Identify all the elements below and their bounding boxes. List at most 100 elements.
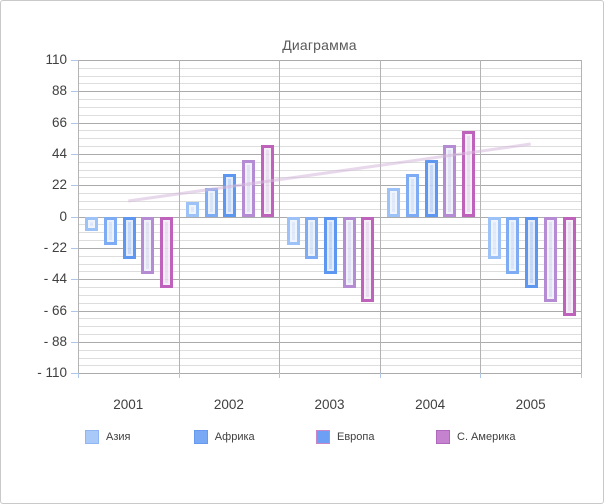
bar-series1-2002[interactable]: [185, 202, 199, 217]
y-axis-label: 22: [51, 177, 67, 193]
vertical-gridline: [279, 60, 281, 374]
y-axis-label: - 44: [43, 271, 67, 287]
x-axis-tick: [78, 373, 79, 379]
major-gridline: [78, 310, 581, 312]
x-axis-tick: [178, 373, 180, 379]
bar-series1-2005[interactable]: [487, 216, 501, 260]
y-axis-tick: [71, 91, 78, 93]
bar-series3-2005[interactable]: [525, 216, 539, 288]
minor-gridline: [78, 99, 581, 101]
x-axis-label: 2003: [314, 397, 345, 413]
minor-gridline: [78, 334, 581, 336]
legend-swatch: [193, 429, 208, 444]
minor-gridline: [78, 208, 581, 210]
major-gridline: [78, 91, 581, 93]
bar-series1-2001[interactable]: [85, 216, 99, 231]
legend-item[interactable]: С. Америка: [436, 429, 546, 444]
bar-series5-2004[interactable]: [461, 131, 475, 217]
x-axis-tick: [279, 373, 281, 379]
bar-series2-2002[interactable]: [204, 188, 218, 217]
minor-gridline: [78, 287, 581, 289]
major-gridline: [78, 279, 581, 281]
vertical-gridline: [480, 60, 482, 374]
bar-series5-2002[interactable]: [260, 145, 274, 217]
minor-gridline: [78, 146, 581, 148]
y-axis-tick: [71, 341, 78, 343]
major-gridline: [78, 122, 581, 124]
vertical-gridline: [581, 60, 582, 374]
major-gridline: [78, 341, 581, 343]
legend-label: Африка: [214, 430, 255, 443]
minor-gridline: [78, 106, 581, 108]
bar-series4-2001[interactable]: [141, 216, 155, 274]
major-gridline: [78, 153, 581, 155]
minor-gridline: [78, 83, 581, 85]
minor-gridline: [78, 161, 581, 163]
chart-title[interactable]: Диаграмма: [282, 37, 357, 53]
y-axis-label: - 110: [37, 365, 67, 381]
bar-series1-2004[interactable]: [387, 188, 401, 217]
y-axis-tick: [71, 373, 78, 375]
legend-label: С. Америка: [457, 430, 516, 443]
minor-gridline: [78, 130, 581, 132]
minor-gridline: [78, 114, 581, 116]
legend-swatch: [436, 429, 450, 444]
x-axis-tick: [480, 373, 482, 379]
legend-item[interactable]: Европа: [316, 429, 426, 444]
bar-series2-2003[interactable]: [305, 216, 319, 260]
bar-series2-2004[interactable]: [405, 173, 419, 217]
minor-gridline: [78, 169, 581, 171]
bar-series1-2003[interactable]: [286, 216, 300, 246]
x-axis-tick: [581, 373, 582, 379]
x-axis-label: 2005: [515, 397, 546, 413]
y-axis-label: 110: [45, 52, 67, 67]
bar-series4-2003[interactable]: [342, 216, 356, 288]
bar-series4-2002[interactable]: [242, 159, 255, 217]
legend-item[interactable]: Африка: [193, 429, 304, 444]
minor-gridline: [78, 365, 581, 367]
legend-label: Азия: [106, 430, 131, 443]
y-axis-tick: [71, 279, 78, 281]
y-axis-tick: [71, 185, 78, 187]
bar-series3-2002[interactable]: [223, 173, 237, 217]
bar-series3-2003[interactable]: [323, 216, 337, 274]
x-axis-tick: [379, 373, 381, 379]
y-axis-tick: [71, 122, 78, 124]
x-axis-label: 2002: [213, 397, 244, 413]
minor-gridline: [78, 67, 581, 69]
bar-series2-2005[interactable]: [506, 216, 520, 274]
y-axis-label: - 66: [43, 302, 67, 318]
y-axis-label: 88: [51, 83, 67, 99]
vertical-gridline: [78, 60, 79, 374]
y-axis-label: - 22: [43, 239, 67, 255]
minor-gridline: [78, 357, 581, 359]
bar-series3-2001[interactable]: [122, 216, 136, 260]
y-axis-label: - 88: [43, 333, 67, 349]
minor-gridline: [78, 138, 581, 140]
bar-series4-2005[interactable]: [543, 216, 557, 303]
x-axis-label: 2001: [113, 397, 144, 413]
minor-gridline: [78, 349, 581, 351]
bar-series3-2004[interactable]: [424, 159, 438, 217]
bar-series5-2003[interactable]: [361, 216, 375, 303]
major-gridline: [78, 60, 581, 61]
minor-gridline: [78, 326, 581, 328]
major-gridline: [78, 185, 581, 187]
major-gridline: [78, 373, 581, 375]
y-axis-label: 66: [51, 114, 67, 130]
minor-gridline: [78, 177, 581, 179]
legend-label: Европа: [337, 430, 375, 443]
bar-series5-2005[interactable]: [562, 216, 576, 317]
vertical-gridline: [178, 60, 180, 374]
vertical-gridline: [379, 60, 381, 374]
minor-gridline: [78, 200, 581, 202]
y-axis-tick: [71, 216, 78, 218]
bar-series4-2004[interactable]: [443, 145, 457, 217]
legend-item[interactable]: Азия: [85, 429, 195, 444]
minor-gridline: [78, 302, 581, 304]
bar-series5-2001[interactable]: [160, 216, 174, 288]
y-axis-label: 0: [59, 208, 67, 224]
y-axis-tick: [71, 153, 78, 155]
bar-series2-2001[interactable]: [104, 216, 117, 246]
